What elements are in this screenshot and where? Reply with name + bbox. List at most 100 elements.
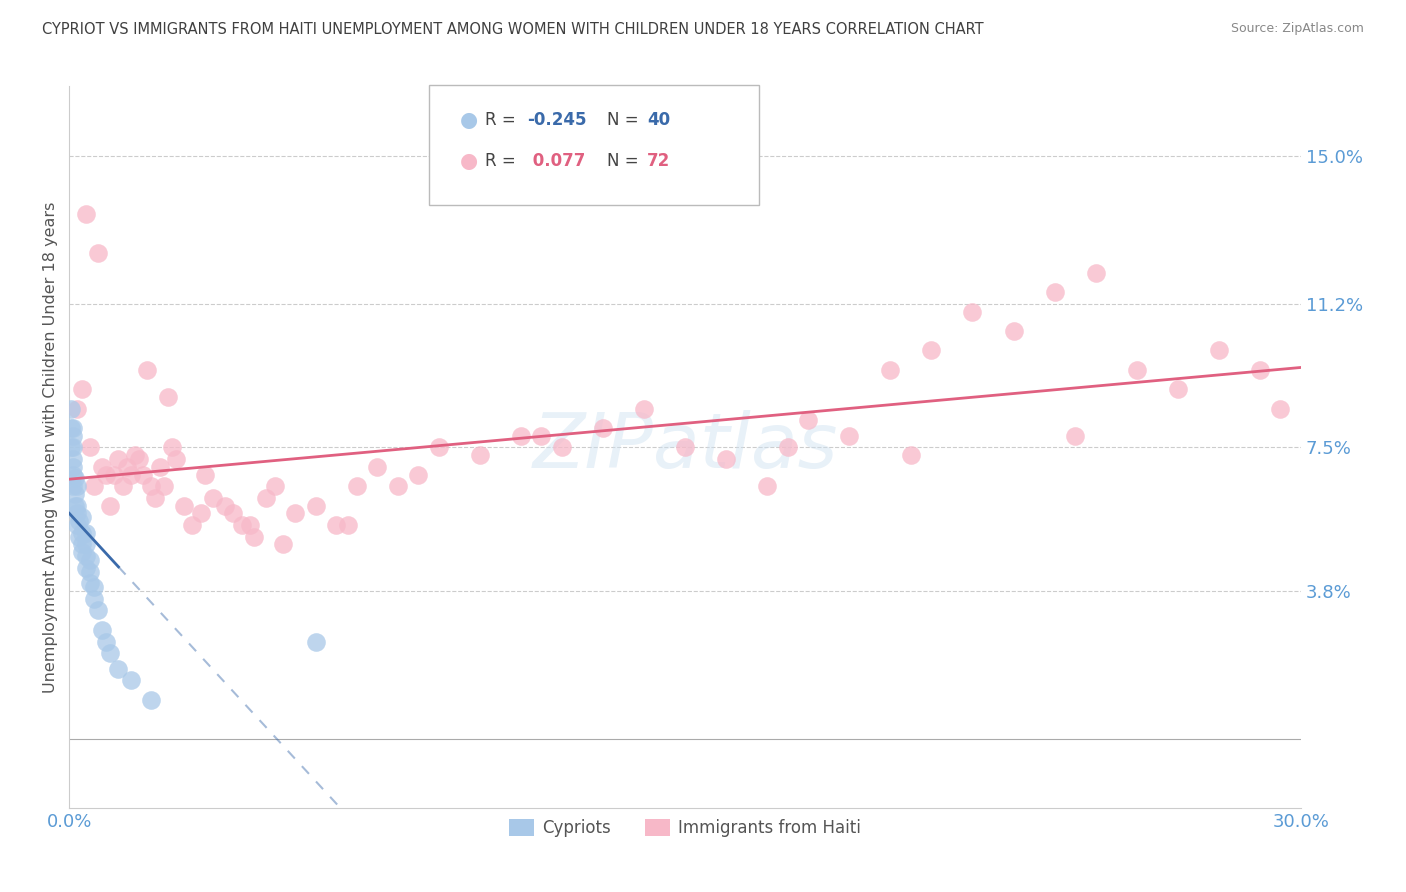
Text: R =: R = <box>485 112 522 129</box>
Point <box>337 518 360 533</box>
Point <box>304 634 326 648</box>
Point <box>98 499 121 513</box>
Legend: Cypriots, Immigrants from Haiti: Cypriots, Immigrants from Haiti <box>502 812 868 844</box>
Text: N =: N = <box>607 112 644 129</box>
Point <box>181 518 204 533</box>
Point <box>62 479 84 493</box>
Point <box>165 452 187 467</box>
Point <box>673 441 696 455</box>
Point <box>98 646 121 660</box>
Point <box>1125 363 1147 377</box>
Point <box>152 479 174 493</box>
Point <box>633 401 655 416</box>
Point <box>962 304 984 318</box>
Text: -0.245: -0.245 <box>527 112 586 129</box>
Point <box>128 452 150 467</box>
Point <box>66 507 89 521</box>
Text: ZIPatlas: ZIPatlas <box>533 410 838 484</box>
Point <box>201 491 224 505</box>
Point <box>194 467 217 482</box>
Point <box>239 518 262 533</box>
Point <box>1002 324 1025 338</box>
Point <box>346 479 368 493</box>
Point <box>530 429 553 443</box>
Point <box>83 591 105 606</box>
Text: Source: ZipAtlas.com: Source: ZipAtlas.com <box>1230 22 1364 36</box>
Point <box>75 207 97 221</box>
Point <box>69 514 91 528</box>
Point <box>468 448 491 462</box>
Point <box>79 565 101 579</box>
Text: R =: R = <box>485 152 522 169</box>
Text: N =: N = <box>607 152 644 169</box>
Point <box>284 507 307 521</box>
Point <box>120 673 142 688</box>
Point <box>111 479 134 493</box>
Point <box>406 467 429 482</box>
Point <box>83 479 105 493</box>
Point <box>797 413 820 427</box>
Point <box>66 401 89 416</box>
Point <box>87 246 110 260</box>
Point <box>254 491 277 505</box>
Point <box>107 452 129 467</box>
Point <box>107 662 129 676</box>
Point <box>79 576 101 591</box>
Point <box>91 623 114 637</box>
Point <box>592 421 614 435</box>
Point <box>427 441 450 455</box>
Point <box>551 441 574 455</box>
Point <box>141 692 163 706</box>
Point <box>1043 285 1066 299</box>
Point <box>145 491 167 505</box>
Point <box>243 530 266 544</box>
Point <box>60 441 83 455</box>
Point <box>160 441 183 455</box>
Point <box>70 382 93 396</box>
Point <box>115 459 138 474</box>
Point <box>387 479 409 493</box>
Point <box>148 459 170 474</box>
Text: CYPRIOT VS IMMIGRANTS FROM HAITI UNEMPLOYMENT AMONG WOMEN WITH CHILDREN UNDER 18: CYPRIOT VS IMMIGRANTS FROM HAITI UNEMPLO… <box>42 22 984 37</box>
Point <box>83 580 105 594</box>
Point <box>70 545 93 559</box>
Point <box>271 537 294 551</box>
Point <box>75 525 97 540</box>
Point <box>756 479 779 493</box>
Point <box>714 452 737 467</box>
Point <box>60 421 83 435</box>
Point <box>69 530 91 544</box>
Point <box>65 471 87 485</box>
Text: 72: 72 <box>647 152 671 169</box>
Point <box>62 429 84 443</box>
Point <box>62 421 84 435</box>
Point <box>120 467 142 482</box>
Point <box>156 390 179 404</box>
Point <box>62 452 84 467</box>
Point <box>366 459 388 474</box>
Point <box>136 363 159 377</box>
Point <box>62 467 84 482</box>
Text: ●: ● <box>460 151 478 170</box>
Point <box>70 525 93 540</box>
Point <box>1270 401 1292 416</box>
Point <box>66 518 89 533</box>
Point <box>1064 429 1087 443</box>
Point <box>776 441 799 455</box>
Point <box>60 401 83 416</box>
Point <box>75 549 97 563</box>
Point <box>96 467 118 482</box>
Point <box>65 499 87 513</box>
Point <box>79 553 101 567</box>
Point <box>304 499 326 513</box>
Point <box>1167 382 1189 396</box>
Point <box>62 459 84 474</box>
Point <box>66 479 89 493</box>
Point <box>900 448 922 462</box>
Point <box>190 507 212 521</box>
Text: ●: ● <box>460 111 478 130</box>
Point <box>75 560 97 574</box>
Point <box>75 537 97 551</box>
Point <box>838 429 860 443</box>
Point <box>173 499 195 513</box>
